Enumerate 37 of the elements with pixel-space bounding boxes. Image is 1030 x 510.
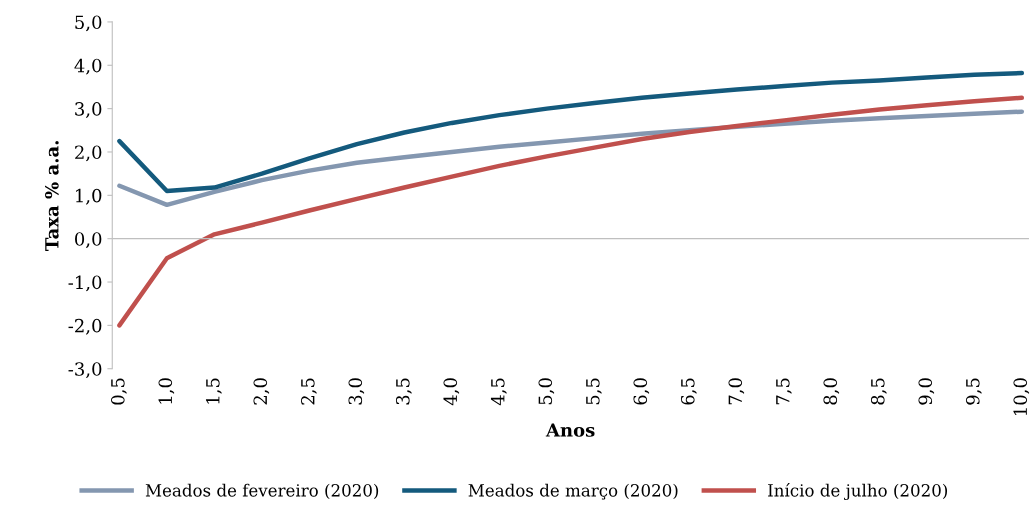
line-series	[117, 70, 1025, 194]
x-tick-label: 2,0	[253, 378, 270, 405]
y-tick-label: 2,0	[75, 145, 102, 162]
x-tick-label: 5,5	[586, 378, 602, 405]
x-tick-label: 10,0	[1013, 378, 1030, 416]
line-series	[117, 95, 1025, 328]
x-tick-label: 4,0	[443, 378, 460, 406]
x-tick-label: 9,5	[965, 378, 982, 405]
legend-label: Meados de fevereiro (2020)	[145, 483, 379, 499]
y-tick-label: 5,0	[75, 15, 102, 32]
x-tick-label: 4,5	[490, 378, 507, 406]
x-tick-label: 5,0	[538, 378, 555, 405]
x-tick-label: 7,5	[776, 378, 792, 405]
y-tick-label: 0,0	[75, 232, 102, 248]
x-tick-label: 1,0	[158, 378, 175, 404]
y-tick-label: 3,0	[75, 102, 102, 118]
x-tick-label: 7,0	[728, 378, 745, 405]
x-tick-label: 1,5	[205, 378, 222, 404]
x-axis-title: Anos	[545, 423, 595, 437]
x-tick-label: 8,5	[870, 378, 887, 405]
y-tick-label: 1,0	[76, 188, 102, 205]
x-tick-label: 9,0	[918, 378, 935, 405]
x-tick-label: 0,5	[110, 378, 127, 405]
x-tick-label: 8,0	[823, 378, 840, 405]
y-tick-label: 4,0	[74, 58, 102, 75]
y-tick-label: -3,0	[68, 362, 102, 379]
x-tick-label: 3,0	[348, 378, 365, 405]
y-axis-title: Taxa % a.a.	[45, 141, 59, 251]
legend-label: Início de julho (2020)	[768, 483, 948, 501]
x-tick-label: 6,0	[633, 378, 650, 405]
x-tick-label: 3,5	[395, 378, 412, 405]
x-tick-label: 2,5	[300, 378, 317, 405]
y-tick-label: -2,0	[68, 318, 102, 335]
x-tick-label: 6,5	[680, 378, 697, 405]
line-series	[117, 109, 1025, 208]
y-tick-label: -1,0	[68, 275, 102, 292]
legend-label: Meados de março (2020)	[468, 483, 678, 500]
